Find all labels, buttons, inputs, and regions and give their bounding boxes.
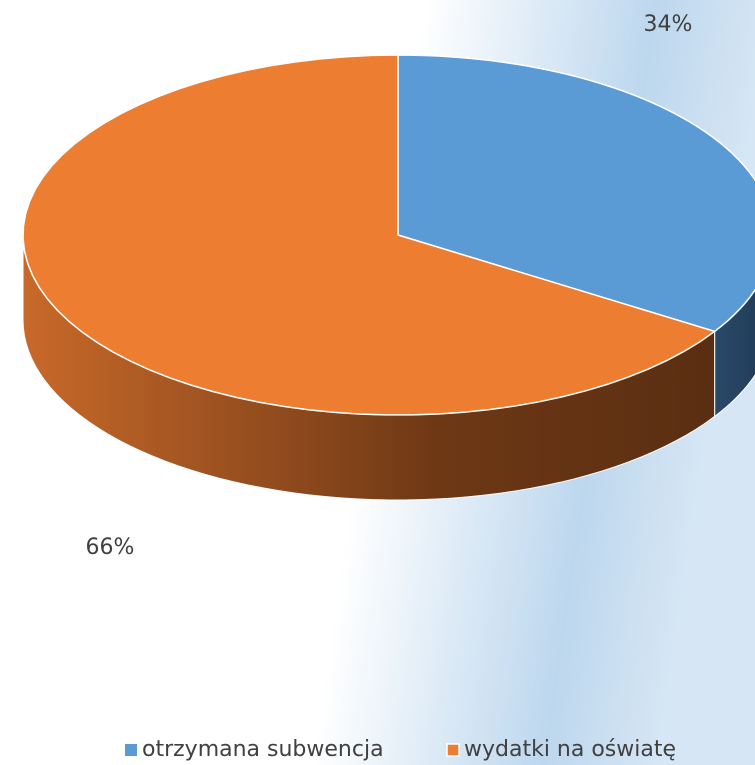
legend-marker: [125, 744, 137, 756]
data-label: 34%: [644, 12, 693, 37]
legend-label: wydatki na oświatę: [464, 737, 676, 762]
legend-marker: [446, 743, 460, 757]
slice: [22, 54, 717, 416]
data-label: 66%: [86, 535, 135, 560]
slice: [397, 54, 755, 333]
legend-label: otrzymana subwencja: [142, 737, 384, 762]
